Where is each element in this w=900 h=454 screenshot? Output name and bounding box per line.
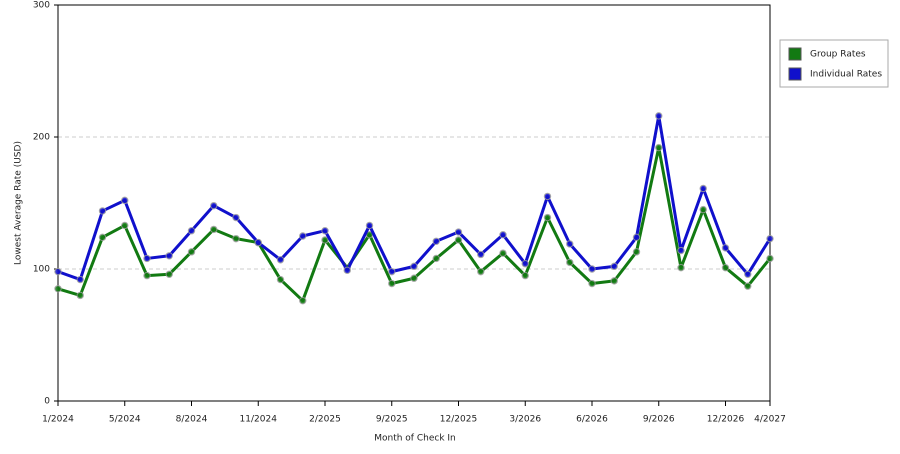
data-point: [299, 232, 307, 240]
data-point: [721, 244, 730, 252]
data-point: [187, 248, 196, 256]
data-point: [365, 221, 374, 230]
data-point: [432, 237, 440, 245]
data-point: [98, 233, 107, 242]
x-tick-label: 9/2026: [643, 415, 675, 425]
data-point: [410, 262, 418, 271]
data-point: [744, 270, 752, 278]
plot-frame: [57, 4, 771, 402]
data-point: [655, 112, 663, 120]
data-point: [477, 250, 485, 259]
y-tick-label: 200: [33, 133, 50, 143]
data-point: [677, 263, 685, 272]
data-point: [121, 196, 129, 205]
data-point: [677, 246, 685, 255]
x-tick-label: 1/2024: [42, 415, 74, 425]
data-point: [321, 227, 329, 235]
x-axis-label: Month of Check In: [374, 434, 456, 444]
x-tick-label: 2/2025: [309, 415, 341, 425]
data-point: [54, 267, 62, 276]
data-point: [521, 260, 529, 268]
x-tick-label: 6/2026: [576, 415, 608, 425]
data-point: [76, 275, 84, 284]
data-point: [143, 271, 151, 280]
data-point: [410, 274, 418, 282]
data-point: [499, 249, 507, 257]
data-point: [632, 248, 641, 256]
data-point: [699, 184, 707, 193]
data-point: [454, 236, 463, 244]
data-point: [543, 192, 552, 201]
data-point: [588, 279, 596, 288]
data-point: [321, 236, 329, 244]
x-tick-label: 3/2026: [509, 415, 541, 425]
y-axis-label: Lowest Average Rate (USD): [14, 141, 24, 265]
data-point: [343, 266, 351, 275]
data-point: [165, 252, 173, 260]
legend: Group Rates Individual Rates: [779, 39, 889, 88]
data-point: [744, 282, 752, 290]
legend-swatch: [788, 47, 802, 61]
data-point: [566, 258, 574, 267]
data-point: [232, 213, 240, 222]
data-point: [721, 263, 730, 272]
data-point: [521, 271, 529, 280]
data-point: [566, 240, 574, 248]
data-point: [210, 201, 218, 210]
y-tick-label: 100: [33, 265, 50, 275]
data-point: [499, 230, 507, 239]
data-point: [388, 267, 396, 276]
data-point: [232, 234, 240, 243]
data-point: [54, 285, 62, 293]
data-point: [98, 207, 107, 215]
data-point: [477, 267, 485, 276]
data-point: [76, 291, 84, 300]
data-point: [588, 265, 596, 273]
x-tick-label: 12/2025: [440, 415, 477, 425]
data-point: [432, 254, 440, 263]
data-point: [543, 213, 552, 222]
data-point: [276, 275, 285, 284]
data-point: [210, 225, 218, 234]
x-tick-label: 8/2024: [176, 415, 208, 425]
data-point: [766, 254, 774, 263]
data-point: [632, 233, 641, 242]
x-tick-label: 9/2025: [376, 415, 408, 425]
data-point: [766, 234, 774, 243]
data-point: [143, 254, 151, 263]
legend-swatch: [788, 67, 802, 81]
x-tick-label: 4/2027: [754, 415, 786, 425]
data-point: [121, 221, 129, 230]
y-tick-label: 300: [33, 1, 50, 11]
x-tick-label: 12/2026: [707, 415, 745, 425]
y-tick-label: 0: [44, 397, 50, 407]
data-point: [655, 143, 663, 152]
data-point: [276, 256, 285, 264]
data-point: [254, 238, 262, 247]
x-tick-label: 11/2024: [240, 415, 278, 425]
data-point: [454, 228, 463, 236]
data-point: [299, 296, 307, 305]
legend-label: Individual Rates: [810, 70, 882, 80]
x-tick-label: 5/2024: [109, 415, 141, 425]
data-point: [610, 262, 618, 271]
series-line: [57, 114, 772, 282]
data-point: [165, 270, 173, 278]
data-point: [388, 279, 396, 288]
data-point: [187, 227, 196, 235]
data-point: [699, 205, 707, 214]
data-point: [610, 277, 618, 285]
legend-label: Group Rates: [810, 50, 866, 60]
